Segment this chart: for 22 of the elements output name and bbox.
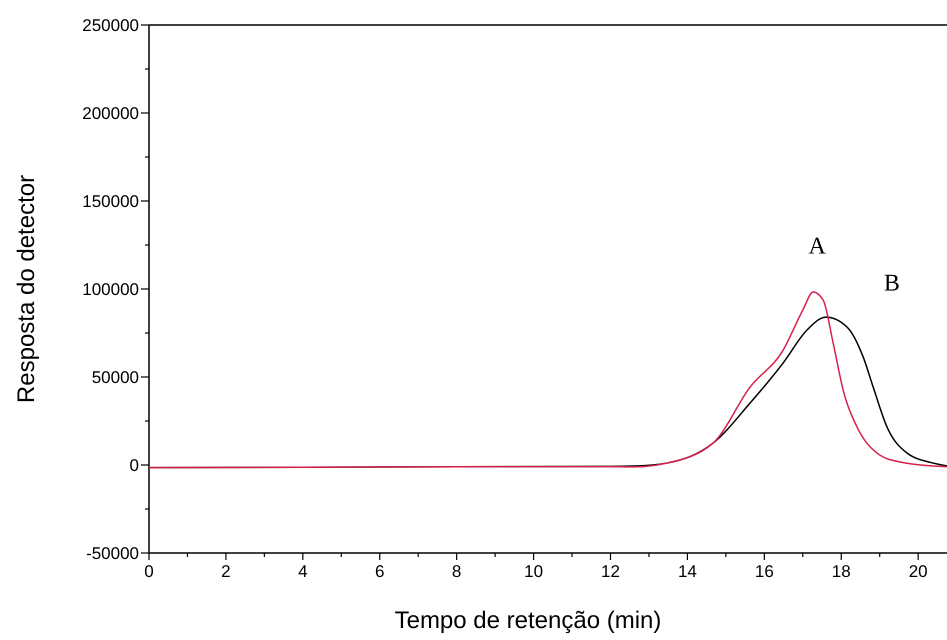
series-label: A xyxy=(808,233,826,260)
y-tick-label: 100000 xyxy=(82,280,139,299)
x-tick-label: 8 xyxy=(452,562,462,581)
x-tick-label: 20 xyxy=(908,562,928,581)
x-tick-label: 6 xyxy=(375,562,384,581)
x-tick-label: 10 xyxy=(524,562,544,581)
x-tick-label: 14 xyxy=(678,562,697,581)
y-tick-label: 150000 xyxy=(82,192,139,211)
y-tick-label: 200000 xyxy=(82,104,139,123)
series-label: B xyxy=(884,270,900,297)
x-tick-label: 0 xyxy=(144,562,154,581)
y-tick-label: -50000 xyxy=(86,544,139,563)
x-tick-label: 18 xyxy=(832,562,851,581)
y-tick-label: 50000 xyxy=(92,368,139,387)
y-axis-title: Resposta do detector xyxy=(13,174,40,404)
y-tick-label: 0 xyxy=(130,456,139,475)
y-tick-label: 250000 xyxy=(82,16,139,35)
x-tick-label: 2 xyxy=(221,562,231,581)
x-tick-label: 4 xyxy=(298,562,308,581)
x-tick-label: 16 xyxy=(754,562,774,581)
x-tick-label: 12 xyxy=(601,562,620,581)
x-axis-title: Tempo de retenção (min) xyxy=(394,607,662,634)
